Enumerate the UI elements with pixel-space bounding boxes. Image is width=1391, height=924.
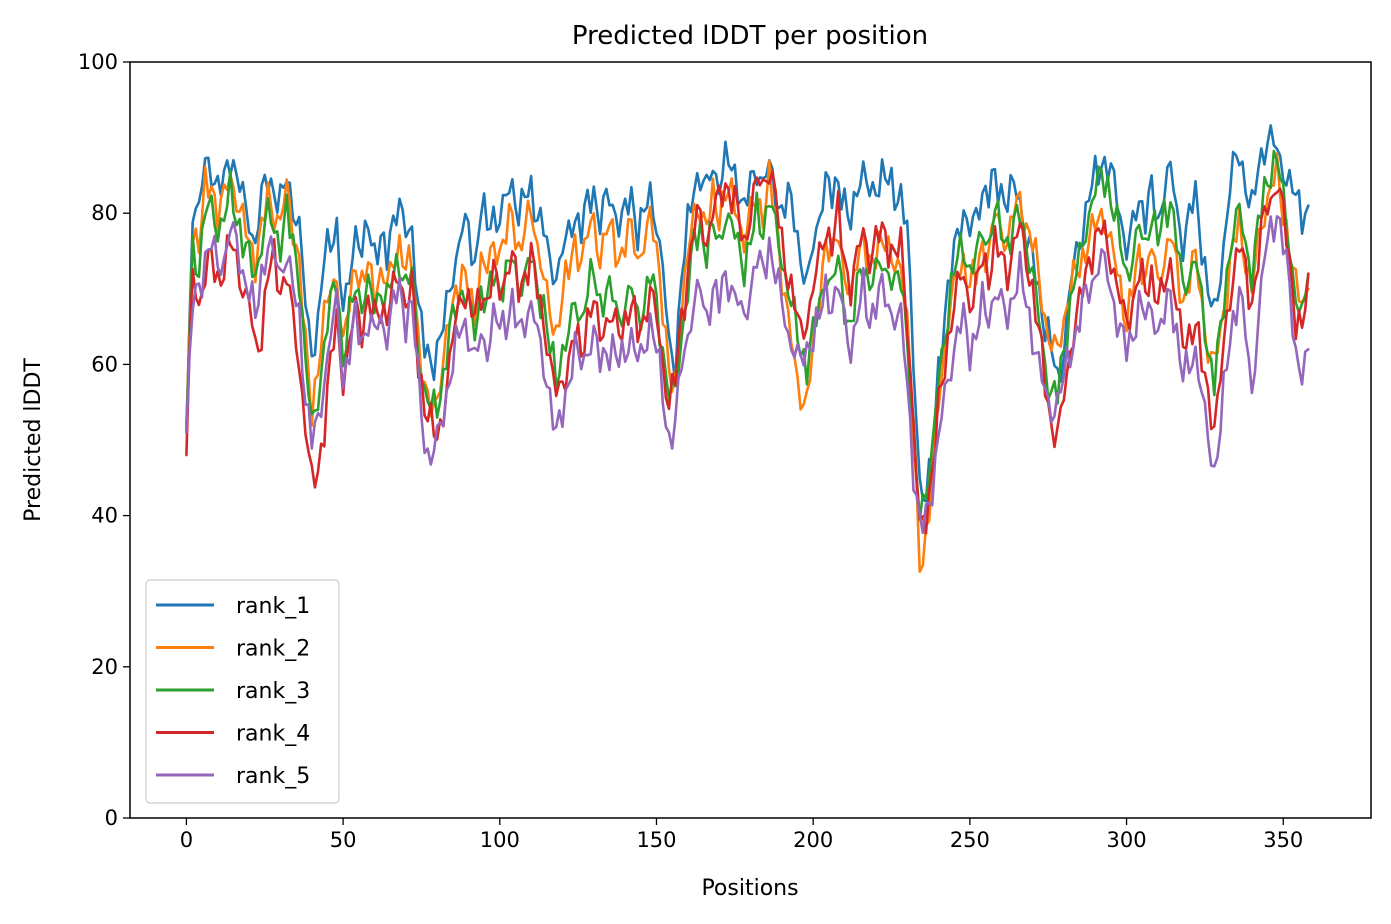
x-axis-label: Positions — [701, 876, 798, 901]
x-tick-label: 50 — [330, 828, 357, 852]
y-axis: 0 20 40 60 80 100 — [78, 50, 130, 830]
series-line-rank-2 — [185, 152, 1310, 574]
y-axis-label: Predicted lDDT — [21, 358, 46, 522]
legend-label: rank_4 — [236, 722, 310, 747]
legend-label: rank_1 — [236, 594, 310, 619]
x-tick-label: 0 — [180, 828, 193, 852]
legend-label: rank_3 — [236, 679, 310, 704]
x-tick-label: 300 — [1107, 828, 1147, 852]
series-line-rank-5 — [185, 215, 1310, 535]
legend-label: rank_2 — [236, 637, 310, 662]
chart-title: Predicted lDDT per position — [572, 21, 928, 51]
legend: rank_1 rank_2 rank_3 rank_4 rank_5 — [145, 579, 340, 804]
x-tick-label: 250 — [950, 828, 990, 852]
x-tick-label: 200 — [793, 828, 833, 852]
x-tick-label: 350 — [1263, 828, 1303, 852]
y-tick-label: 100 — [78, 50, 118, 74]
x-axis: 0 50 100 150 200 250 300 350 — [180, 818, 1303, 852]
legend-label: rank_5 — [236, 764, 310, 789]
plot-frame — [129, 61, 1372, 819]
series-line-rank-1 — [185, 124, 1310, 503]
y-tick-label: 40 — [91, 504, 118, 528]
y-tick-label: 80 — [91, 201, 118, 225]
y-tick-label: 0 — [105, 806, 118, 830]
y-tick-label: 20 — [91, 655, 118, 679]
x-tick-label: 100 — [480, 828, 520, 852]
y-tick-label: 60 — [91, 352, 118, 376]
series-line-rank-4 — [185, 169, 1310, 535]
legend-box — [145, 579, 340, 804]
x-tick-label: 150 — [636, 828, 676, 852]
series-layer — [185, 124, 1310, 574]
